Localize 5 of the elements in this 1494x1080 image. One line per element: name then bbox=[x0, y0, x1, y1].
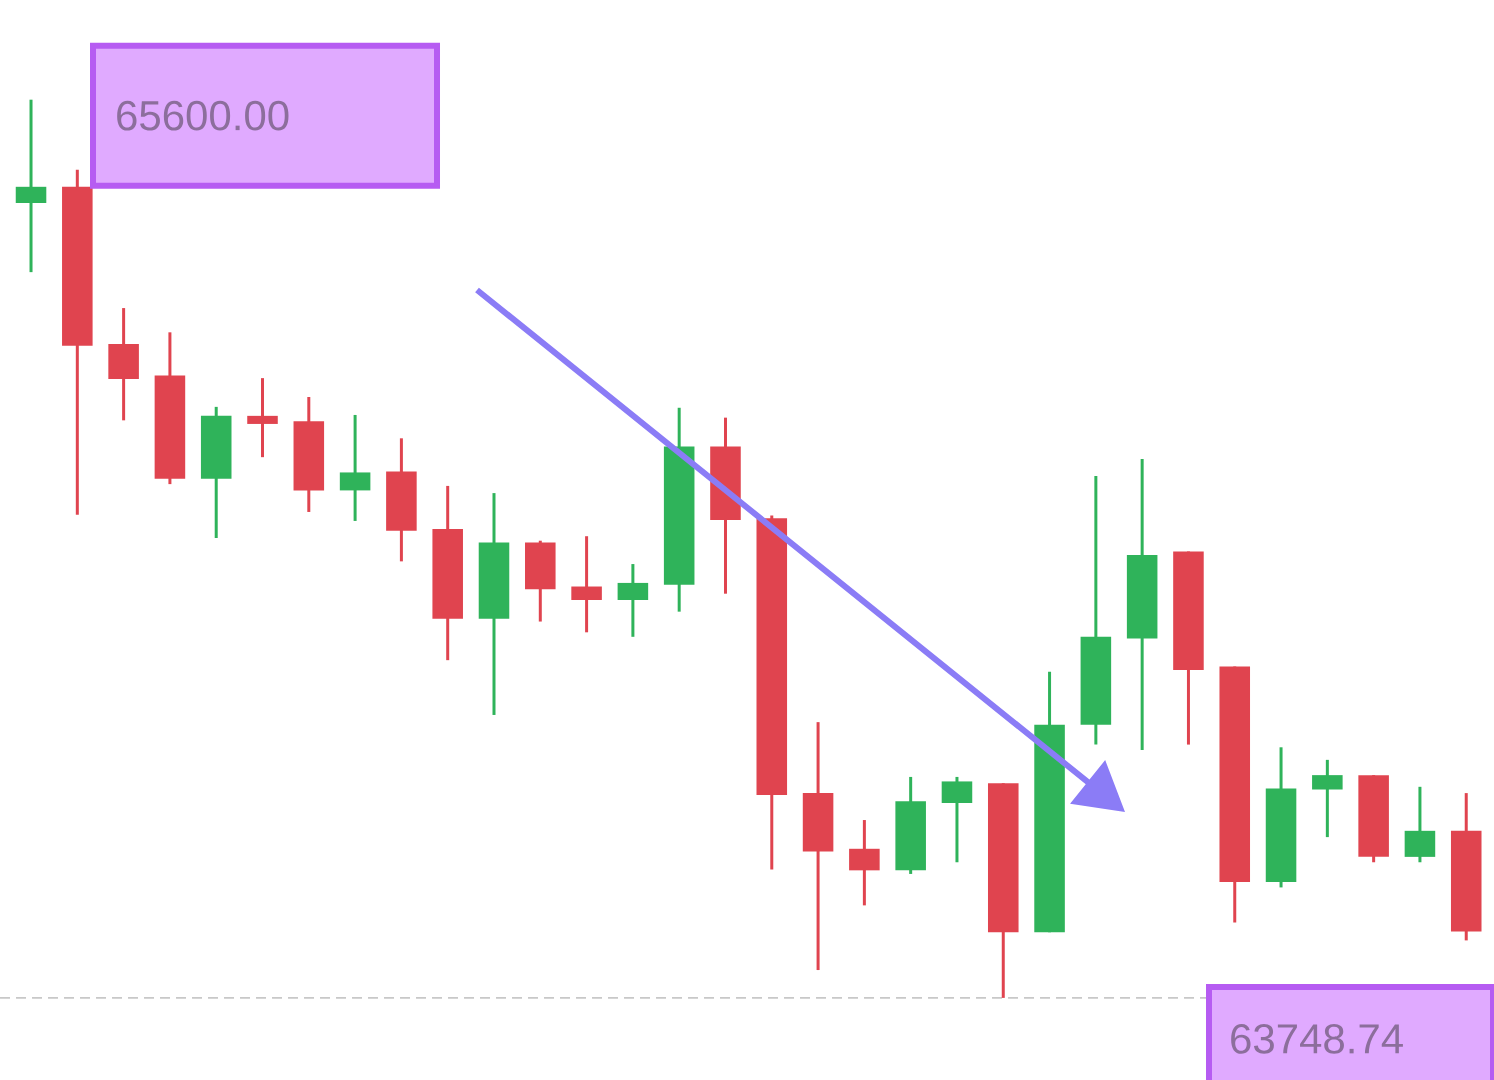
candlestick bbox=[247, 378, 278, 459]
text: 63748.74 bbox=[1231, 1024, 1403, 1054]
annotation: 65600.00 bbox=[117, 100, 289, 131]
candlestick bbox=[571, 536, 602, 633]
candlestick bbox=[15, 99, 47, 274]
